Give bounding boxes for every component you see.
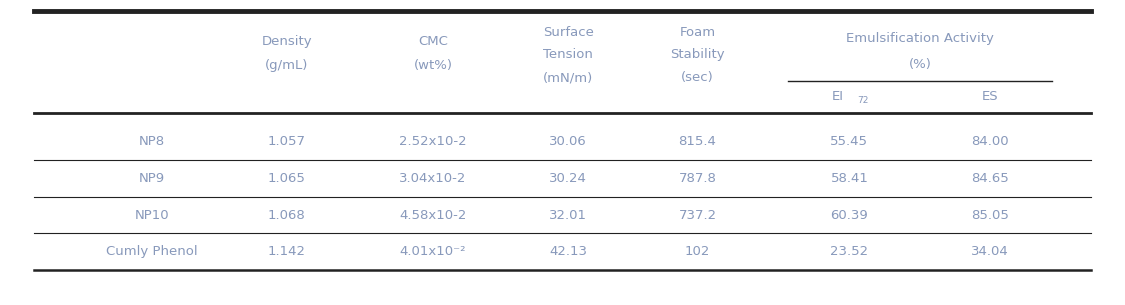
- Text: Cumly Phenol: Cumly Phenol: [106, 245, 198, 258]
- Text: Emulsification Activity: Emulsification Activity: [846, 32, 994, 45]
- Text: 84.65: 84.65: [971, 172, 1009, 185]
- Text: 34.04: 34.04: [971, 245, 1009, 258]
- Text: 3.04x10-2: 3.04x10-2: [399, 172, 467, 185]
- Text: EI: EI: [831, 90, 844, 102]
- Text: 23.52: 23.52: [830, 245, 868, 258]
- Text: (sec): (sec): [681, 71, 714, 84]
- Text: 85.05: 85.05: [971, 209, 1009, 221]
- Text: 4.01x10⁻²: 4.01x10⁻²: [399, 245, 467, 258]
- Text: 58.41: 58.41: [830, 172, 868, 185]
- Text: 30.24: 30.24: [549, 172, 587, 185]
- Text: NP9: NP9: [138, 172, 165, 185]
- Text: 30.06: 30.06: [549, 135, 587, 148]
- Text: 55.45: 55.45: [830, 135, 868, 148]
- Text: Density: Density: [261, 35, 313, 48]
- Text: (mN/m): (mN/m): [543, 71, 593, 84]
- Text: 72: 72: [857, 96, 868, 105]
- Text: Surface: Surface: [542, 26, 594, 38]
- Text: NP8: NP8: [138, 135, 165, 148]
- Text: 32.01: 32.01: [549, 209, 587, 221]
- Text: 84.00: 84.00: [971, 135, 1009, 148]
- Text: NP10: NP10: [135, 209, 169, 221]
- Text: 737.2: 737.2: [678, 209, 717, 221]
- Text: 1.068: 1.068: [268, 209, 306, 221]
- Text: 815.4: 815.4: [678, 135, 717, 148]
- Text: 4.58x10-2: 4.58x10-2: [399, 209, 467, 221]
- Text: 787.8: 787.8: [678, 172, 717, 185]
- Text: (%): (%): [909, 58, 932, 70]
- Text: Foam: Foam: [680, 26, 716, 38]
- Text: ES: ES: [982, 90, 998, 102]
- Text: 1.065: 1.065: [268, 172, 306, 185]
- Text: Tension: Tension: [543, 48, 593, 61]
- Text: (g/mL): (g/mL): [266, 59, 308, 72]
- Text: 2.52x10-2: 2.52x10-2: [399, 135, 467, 148]
- Text: (wt%): (wt%): [414, 59, 452, 72]
- Text: 102: 102: [685, 245, 710, 258]
- Text: 42.13: 42.13: [549, 245, 587, 258]
- Text: Stability: Stability: [670, 48, 724, 61]
- Text: 1.142: 1.142: [268, 245, 306, 258]
- Text: 1.057: 1.057: [268, 135, 306, 148]
- Text: 60.39: 60.39: [830, 209, 868, 221]
- Text: CMC: CMC: [418, 35, 448, 48]
